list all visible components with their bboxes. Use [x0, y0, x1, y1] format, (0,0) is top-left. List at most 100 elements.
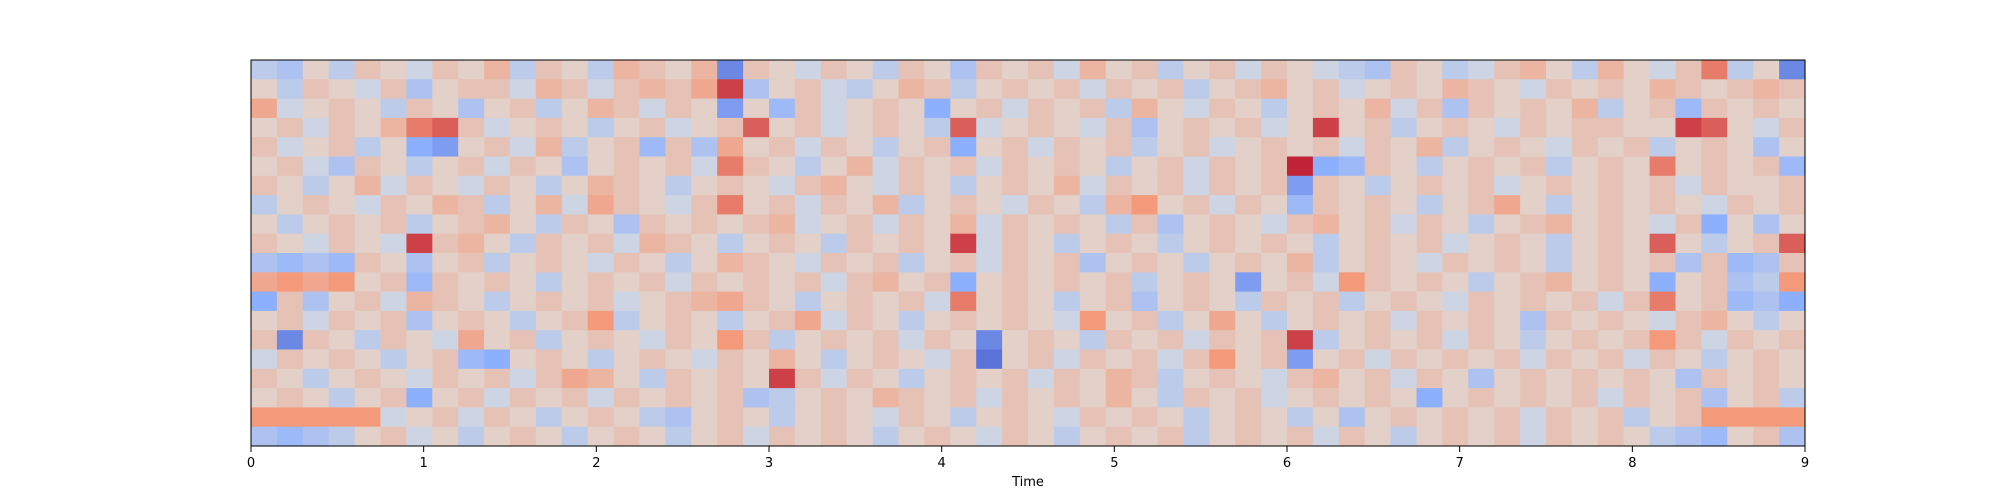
heatmap-cell	[717, 175, 744, 196]
heatmap-cell	[276, 137, 304, 158]
heatmap-cell	[1494, 368, 1521, 389]
heatmap-cell	[1571, 330, 1599, 351]
heatmap-cell	[1235, 253, 1262, 273]
heatmap-cell	[354, 349, 382, 370]
heatmap-cell	[510, 330, 537, 351]
heatmap-cell	[1079, 310, 1107, 331]
heatmap-cell	[1597, 272, 1625, 293]
heatmap-cell	[1053, 253, 1081, 273]
heatmap-cell	[1157, 388, 1184, 408]
heatmap-cell	[924, 426, 951, 447]
heatmap-cell	[976, 310, 1003, 331]
heatmap-cell	[1416, 368, 1443, 389]
heatmap-cell	[1079, 137, 1107, 158]
heatmap-cell	[406, 407, 433, 428]
heatmap-cell	[484, 349, 511, 370]
heatmap-cell	[302, 272, 330, 293]
heatmap-cell	[1753, 60, 1780, 80]
heatmap-cell	[1053, 349, 1081, 370]
heatmap-cell	[1520, 407, 1547, 428]
heatmap-cell	[976, 272, 1003, 293]
heatmap-cell	[1131, 233, 1159, 254]
heatmap-cell	[717, 368, 744, 389]
heatmap-cell	[1261, 60, 1288, 80]
heatmap-cell	[561, 214, 589, 235]
heatmap-cell	[743, 388, 770, 408]
heatmap-cell	[872, 272, 900, 293]
heatmap-cell	[639, 291, 666, 312]
heatmap-cell	[535, 117, 563, 138]
heatmap-cell	[432, 426, 459, 447]
heatmap-cell	[898, 291, 925, 312]
heatmap-cell	[458, 195, 485, 215]
heatmap-cell	[1727, 368, 1754, 389]
heatmap-cell	[1235, 175, 1262, 196]
heatmap-cell	[639, 388, 666, 408]
heatmap-cell	[1364, 233, 1392, 254]
heatmap-cell	[276, 98, 304, 119]
heatmap-cell	[665, 214, 692, 235]
heatmap-cell	[484, 291, 511, 312]
x-tick-label: 7	[1456, 456, 1464, 471]
heatmap-cell	[743, 291, 770, 312]
heatmap-cell	[1520, 156, 1547, 177]
heatmap-cell	[1079, 214, 1107, 235]
heatmap-cell	[1779, 156, 1806, 177]
heatmap-cell	[251, 214, 278, 235]
heatmap-cell	[1312, 388, 1340, 408]
heatmap-cell	[251, 310, 278, 331]
heatmap-cell	[743, 117, 770, 138]
heatmap-cell	[769, 98, 796, 119]
heatmap-cell	[691, 175, 718, 196]
heatmap-cell	[380, 272, 407, 293]
heatmap-cell	[328, 330, 356, 351]
heatmap-cell	[1390, 349, 1418, 370]
heatmap-cell	[950, 253, 977, 273]
heatmap-cell	[1701, 233, 1728, 254]
heatmap-cell	[1416, 214, 1443, 235]
heatmap-cell	[1442, 117, 1469, 138]
heatmap-cell	[1701, 117, 1728, 138]
heatmap-cell	[820, 79, 848, 100]
heatmap-cell	[484, 407, 511, 428]
heatmap-cell	[1364, 117, 1392, 138]
heatmap-cell	[1364, 175, 1392, 196]
heatmap-cell	[1390, 117, 1418, 138]
heatmap-cell	[717, 291, 744, 312]
heatmap-cell	[1571, 349, 1599, 370]
heatmap-cell	[976, 175, 1003, 196]
heatmap-cell	[717, 407, 744, 428]
heatmap-cell	[1053, 388, 1081, 408]
heatmap-cell	[432, 117, 459, 138]
heatmap-cell	[1390, 98, 1418, 119]
heatmap-cell	[1235, 291, 1262, 312]
heatmap-cell	[1779, 117, 1806, 138]
heatmap-cell	[639, 368, 666, 389]
heatmap-cell	[380, 79, 407, 100]
heatmap-cell	[380, 98, 407, 119]
heatmap-cell	[251, 253, 278, 273]
heatmap-cell	[1183, 137, 1210, 158]
heatmap-cell	[717, 253, 744, 273]
heatmap-cell	[1701, 175, 1728, 196]
x-tick-label: 0	[247, 456, 255, 471]
heatmap-cell	[1390, 407, 1418, 428]
heatmap-cell	[1287, 79, 1314, 100]
heatmap-cell	[639, 117, 666, 138]
heatmap-cell	[1390, 214, 1418, 235]
heatmap-cell	[1079, 195, 1107, 215]
heatmap-cell	[1701, 407, 1728, 428]
heatmap-cell	[587, 330, 615, 351]
heatmap-cell	[1494, 195, 1521, 215]
heatmap-cell	[1468, 272, 1495, 293]
heatmap-cell	[1701, 349, 1728, 370]
heatmap-cell	[1079, 349, 1107, 370]
heatmap-cell	[354, 60, 382, 80]
heatmap-cell	[1390, 291, 1418, 312]
heatmap-cell	[743, 349, 770, 370]
heatmap-cell	[1494, 60, 1521, 80]
heatmap-cell	[743, 426, 770, 447]
heatmap-cell	[1002, 368, 1029, 389]
heatmap-cell	[587, 175, 615, 196]
